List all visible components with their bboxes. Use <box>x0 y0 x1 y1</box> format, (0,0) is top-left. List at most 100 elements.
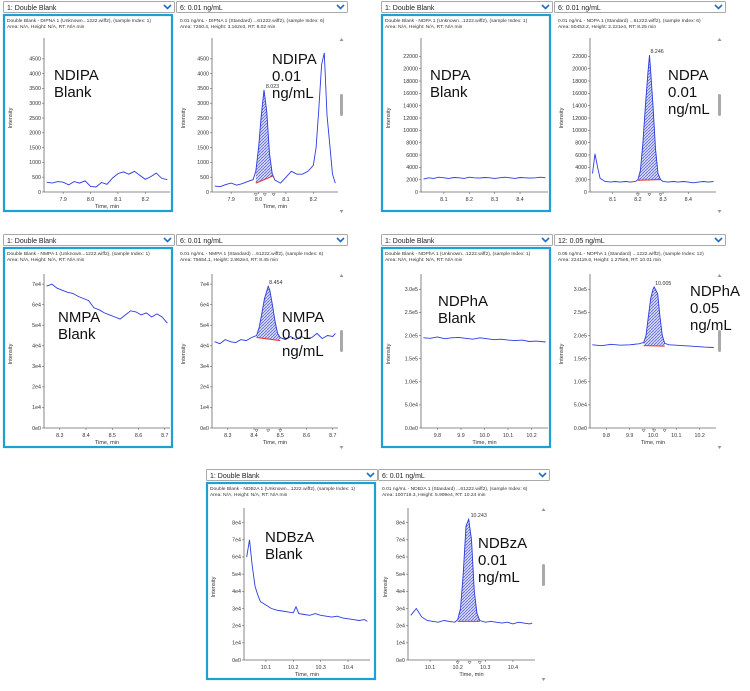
compound-annotation: NDBzA <box>265 529 314 546</box>
chromatogram-trace <box>214 284 336 345</box>
integrated-peak-area <box>637 55 661 181</box>
y-axis-label: Intensity <box>181 343 187 364</box>
x-tick-label: 8.3 <box>224 433 231 439</box>
scroll-down-icon[interactable] <box>717 210 722 213</box>
scroll-handle[interactable] <box>340 330 343 352</box>
dropdown-label: 6: 0.01 ng/mL <box>180 238 223 245</box>
scroll-handle[interactable] <box>542 564 545 586</box>
x-tick-label: 8.6 <box>135 433 142 439</box>
y-tick-label: 5e4 <box>232 572 241 578</box>
integration-marker[interactable] <box>271 193 276 197</box>
y-tick-label: 20000 <box>403 66 418 72</box>
scroll-handle[interactable] <box>718 330 721 352</box>
sample-dropdown[interactable]: 1: Double Blank <box>206 469 378 481</box>
chevron-down-icon <box>541 237 550 243</box>
integration-marker[interactable] <box>647 193 652 197</box>
scroll-down-icon[interactable] <box>339 446 344 449</box>
integration-marker[interactable] <box>455 661 460 665</box>
sample-header: 0.05 ng/mL - NDPhA 1 (Standard) ...1222.… <box>558 251 704 257</box>
y-tick-label: 5e4 <box>200 323 209 329</box>
y-tick-label: 14000 <box>403 103 418 109</box>
integration-marker[interactable] <box>278 429 283 433</box>
compound-annotation: Blank <box>58 326 96 343</box>
scroll-down-icon[interactable] <box>717 446 722 449</box>
y-axis-label: Intensity <box>8 343 14 364</box>
scroll-up-icon[interactable] <box>717 38 722 41</box>
sample-dropdown[interactable]: 6: 0.01 ng/mL <box>176 234 348 246</box>
y-tick-label: 500 <box>200 175 209 181</box>
compound-annotation: NDIPA <box>54 67 99 84</box>
x-tick-label: 8.2 <box>142 197 149 203</box>
scroll-down-icon[interactable] <box>339 210 344 213</box>
peak-rt-label: 8.454 <box>269 280 282 286</box>
sample-dropdown[interactable]: 6: 0.01 ng/mL <box>554 1 726 13</box>
integration-marker[interactable] <box>477 661 482 665</box>
y-tick-label: 6000 <box>575 153 587 159</box>
compound-annotation: ng/mL <box>282 343 324 360</box>
y-tick-label: 4e4 <box>32 344 41 350</box>
sample-dropdown[interactable]: 6: 0.01 ng/mL <box>176 1 348 13</box>
y-axis-label: Intensity <box>386 107 392 128</box>
integration-marker[interactable] <box>266 429 271 433</box>
sample-dropdown[interactable]: 1: Double Blank <box>3 234 175 246</box>
compound-annotation: Blank <box>430 84 468 101</box>
integration-marker[interactable] <box>652 429 657 433</box>
x-tick-label: 10.1 <box>671 433 681 439</box>
y-tick-label: 0 <box>584 190 587 196</box>
y-tick-label: 22000 <box>572 54 587 60</box>
integration-marker[interactable] <box>253 193 258 197</box>
x-tick-label: 8.4 <box>685 197 692 203</box>
x-tick-label: 10.2 <box>453 665 463 671</box>
y-axis-label: Intensity <box>8 107 14 128</box>
integration-marker[interactable] <box>467 661 472 665</box>
y-tick-label: 16000 <box>403 91 418 97</box>
sample-header: Double Blank - NDPhA 1 (Unknown...1222.w… <box>385 251 531 257</box>
y-tick-label: 2e4 <box>200 385 209 391</box>
chromatogram-trace <box>246 539 368 622</box>
sample-dropdown[interactable]: 1: Double Blank <box>381 1 553 13</box>
chromatogram-panel: 1: Double Blank Double Blank - NDPhA 1 (U… <box>380 234 553 449</box>
sample-dropdown[interactable]: 6: 0.01 ng/mL <box>378 469 550 481</box>
scroll-up-icon[interactable] <box>541 508 546 511</box>
scroll-down-icon[interactable] <box>541 678 546 681</box>
y-tick-label: 20000 <box>572 66 587 72</box>
sample-dropdown[interactable]: 12: 0.05 ng/mL <box>554 234 726 246</box>
scroll-up-icon[interactable] <box>339 274 344 277</box>
y-tick-label: 1e4 <box>232 641 241 647</box>
sample-dropdown[interactable]: 1: Double Blank <box>381 234 553 246</box>
chromatogram-panel: 1: Double Blank Double Blank - NDPA 1 (Un… <box>380 1 553 213</box>
y-tick-label: 6000 <box>406 153 418 159</box>
chevron-down-icon <box>336 4 345 10</box>
y-tick-label: 1000 <box>197 160 209 166</box>
integration-marker[interactable] <box>658 193 663 197</box>
x-tick-label: 8.4 <box>250 433 257 439</box>
integration-marker[interactable] <box>254 429 259 433</box>
y-tick-label: 1.0e5 <box>405 380 418 386</box>
sample-dropdown[interactable]: 1: Double Blank <box>3 1 175 13</box>
integration-marker[interactable] <box>662 429 667 433</box>
peak-summary: Area: N/A, Height: N/A, RT: N/A min <box>7 24 85 30</box>
y-tick-label: 7e4 <box>32 282 41 288</box>
dropdown-label: 6: 0.01 ng/mL <box>382 473 425 480</box>
scroll-up-icon[interactable] <box>339 38 344 41</box>
integration-marker[interactable] <box>635 193 640 197</box>
scroll-handle[interactable] <box>718 94 721 116</box>
y-tick-label: 1.0e5 <box>574 380 587 386</box>
chromatogram-trace <box>423 176 546 180</box>
integration-marker[interactable] <box>641 429 646 433</box>
x-tick-label: 8.5 <box>277 433 284 439</box>
compound-annotation: NDPA <box>430 67 471 84</box>
integrated-peak-area <box>457 519 480 622</box>
chromatogram-trace <box>423 336 546 343</box>
y-tick-label: 2e4 <box>396 623 405 629</box>
scroll-up-icon[interactable] <box>717 274 722 277</box>
compound-annotation: 0.01 <box>668 84 697 101</box>
peak-summary: Area: 224119.6, Height: 1.275e5, RT: 10.… <box>558 257 661 263</box>
x-tick-label: 8.2 <box>634 197 641 203</box>
x-tick-label: 10.0 <box>479 433 489 439</box>
integration-marker[interactable] <box>262 193 267 197</box>
scroll-handle[interactable] <box>340 94 343 116</box>
y-tick-label: 10000 <box>403 128 418 134</box>
y-tick-label: 12000 <box>403 116 418 122</box>
sample-header: 0.01 ng/mL - NDBzA 1 (Standard) ...61222… <box>382 486 528 492</box>
